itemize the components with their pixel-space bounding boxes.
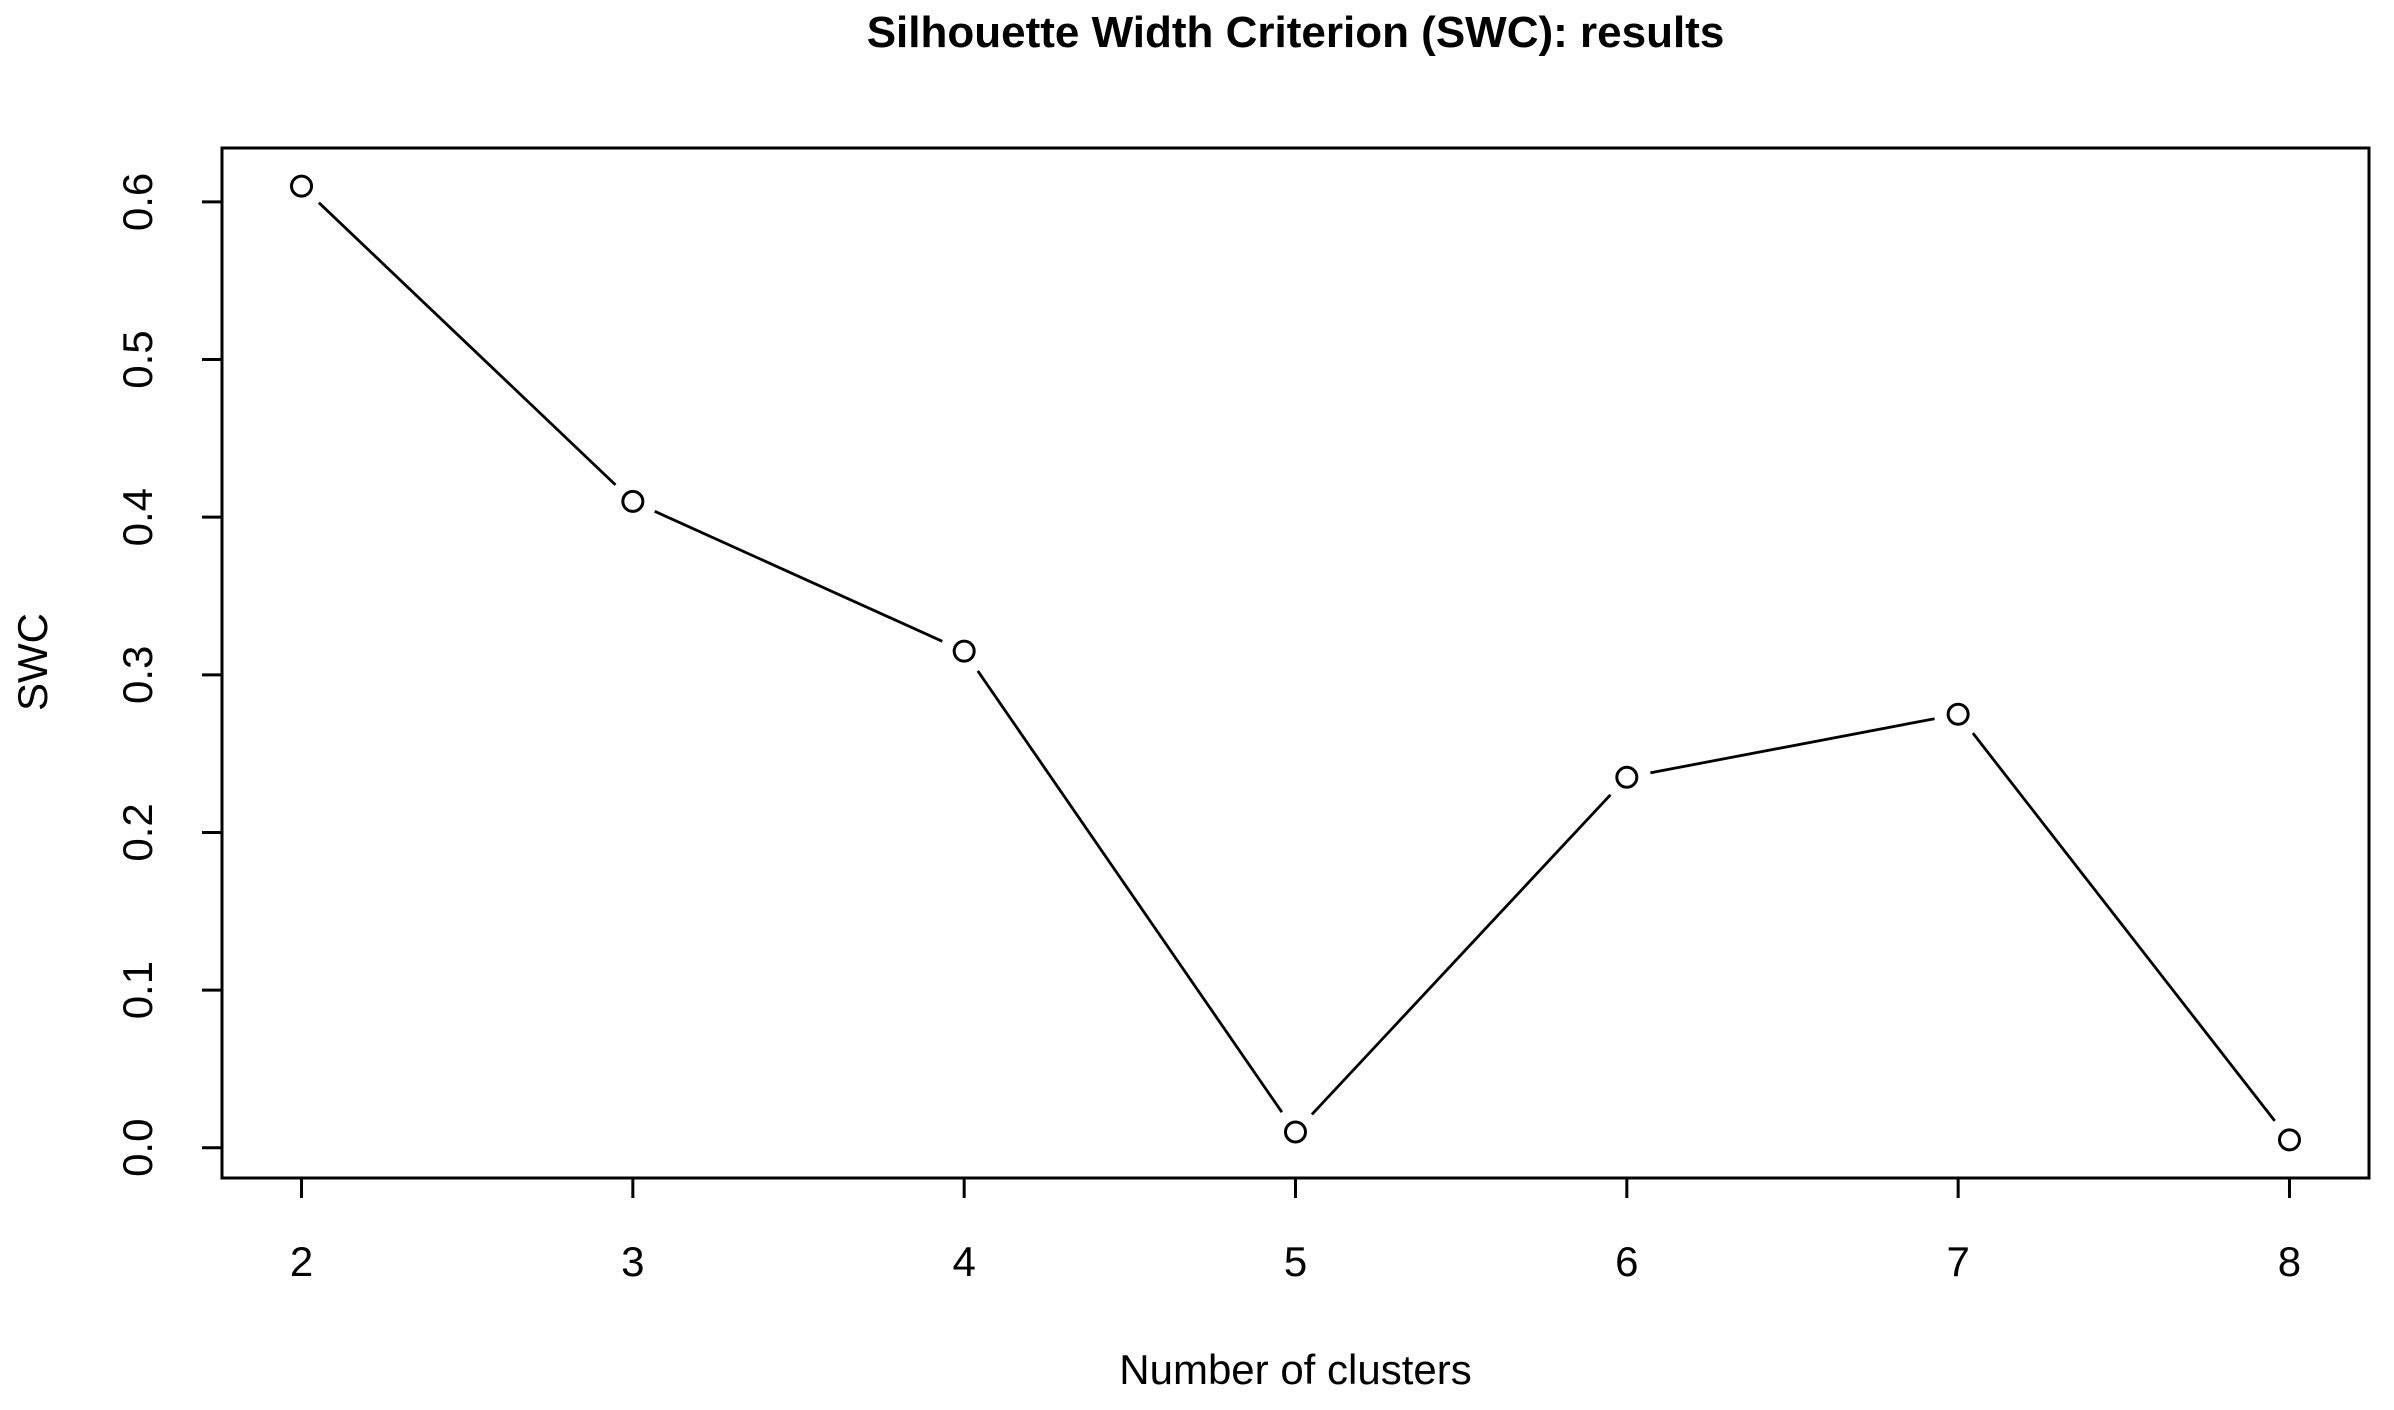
chart-title: Silhouette Width Criterion (SWC): result… [866,8,1725,57]
series-line-segment [1650,717,1935,775]
y-axis-label: SWC [9,613,56,711]
y-axis-tick-label: 0.6 [114,173,161,231]
x-axis-tick-label: 7 [1946,1238,1969,1285]
plot-border [220,146,2371,1180]
data-point-marker [1946,702,1970,726]
data-point-marker [621,489,645,513]
x-axis-tick-label: 3 [621,1238,644,1285]
y-axis-tick-label: 0.4 [114,488,161,546]
series-line-segment [654,510,943,643]
x-axis-tick-label: 6 [1615,1238,1638,1285]
x-axis-tick-label: 5 [1284,1238,1307,1285]
y-axis-tick-label: 0.1 [114,961,161,1019]
y-axis-tick-label: 0.0 [114,1119,161,1177]
data-point-marker [1615,765,1639,789]
data-point-marker [952,639,976,663]
series-line-segment [1310,793,1612,1116]
series-line-segment [317,201,617,486]
data-point-marker [2277,1128,2301,1152]
data-point-marker [1284,1120,1307,1144]
y-axis-tick-label: 0.2 [114,803,161,861]
series-line-segment [1971,732,2276,1122]
x-axis-tick-label: 2 [290,1238,313,1285]
x-axis-label: Number of clusters [1119,1346,1472,1393]
series-line-segment [976,670,1284,1114]
data-point-marker [290,174,314,198]
x-axis-tick-label: 8 [2278,1238,2301,1285]
x-axis-tick-label: 4 [952,1238,975,1285]
y-axis-tick-label: 0.5 [114,330,161,388]
y-axis-tick-label: 0.3 [114,646,161,704]
